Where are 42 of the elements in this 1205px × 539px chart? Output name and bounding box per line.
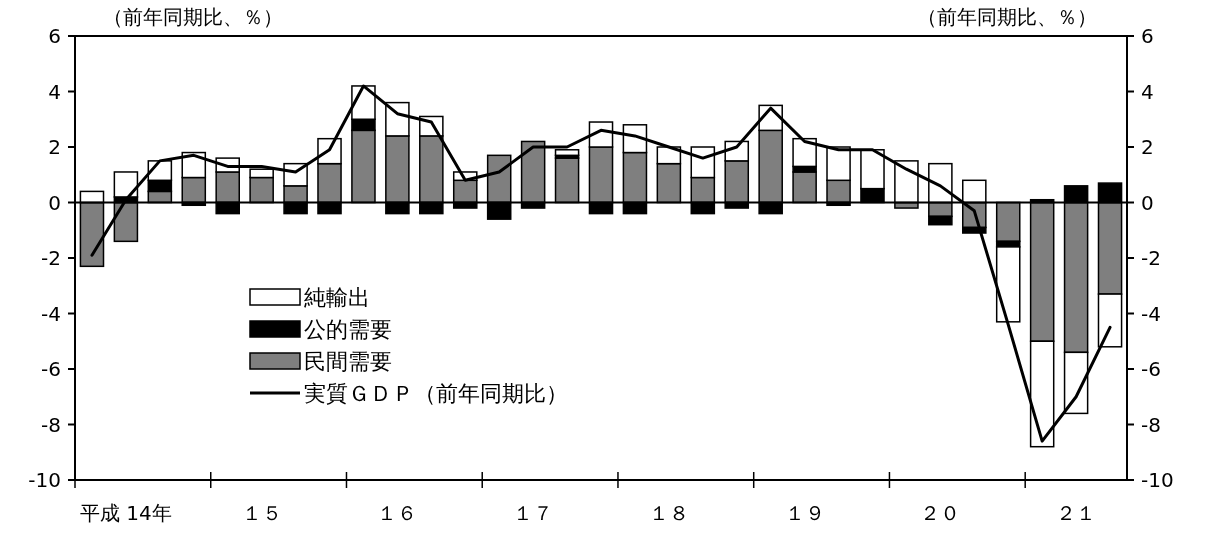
- y-tick-label: -4: [41, 301, 61, 326]
- y-tick-label: -6: [41, 357, 61, 381]
- y2-tick-label: -10: [1141, 468, 1174, 492]
- y2-tick-label: -2: [1141, 246, 1161, 270]
- bar: [113, 171, 139, 198]
- x-tick-label: １８: [648, 501, 689, 525]
- x-tick-label: 平成 14年: [80, 501, 172, 525]
- x-tick-label: １９: [784, 501, 825, 525]
- y2-tick-label: -4: [1141, 301, 1161, 326]
- bar: [554, 149, 580, 157]
- y2-tick-label: 6: [1141, 24, 1154, 48]
- y2-tick-label: -8: [1141, 412, 1161, 437]
- y-tick-label: 6: [48, 24, 61, 48]
- bar: [554, 157, 580, 204]
- x-tick-label: ２０: [920, 501, 961, 525]
- legend-label: 民間需要: [304, 349, 392, 374]
- y2-tick-label: 0: [1141, 190, 1154, 215]
- y-axis-title: （前年同期比、％）: [103, 5, 283, 29]
- y-tick-label: -2: [41, 246, 61, 270]
- y-tick-label: 4: [48, 79, 61, 104]
- bar: [962, 179, 987, 204]
- bar: [1063, 185, 1089, 204]
- legend-label: 公的需要: [304, 317, 392, 342]
- y2-tick-label: 4: [1141, 79, 1154, 104]
- y-tick-label: -10: [28, 468, 61, 492]
- x-tick-label: １６: [377, 501, 418, 525]
- bar: [520, 140, 546, 204]
- x-tick-label: １７: [513, 501, 554, 525]
- legend-label: 実質ＧＤＰ（前年同期比）: [304, 381, 568, 406]
- y-tick-label: 0: [48, 190, 61, 215]
- bar: [792, 171, 817, 204]
- bar: [894, 160, 919, 204]
- y-tick-label: -8: [41, 412, 61, 437]
- y-tick-label: 2: [48, 135, 61, 159]
- legend-label: 純輸出: [304, 285, 370, 310]
- bar: [995, 201, 1021, 243]
- bar: [1097, 182, 1123, 204]
- y2-tick-label: 2: [1141, 135, 1154, 159]
- x-tick-label: ２１: [1056, 501, 1097, 525]
- x-tick-label: １５: [241, 501, 282, 525]
- y2-tick-label: -6: [1141, 357, 1161, 381]
- y2-axis-title: （前年同期比、％）: [917, 5, 1097, 29]
